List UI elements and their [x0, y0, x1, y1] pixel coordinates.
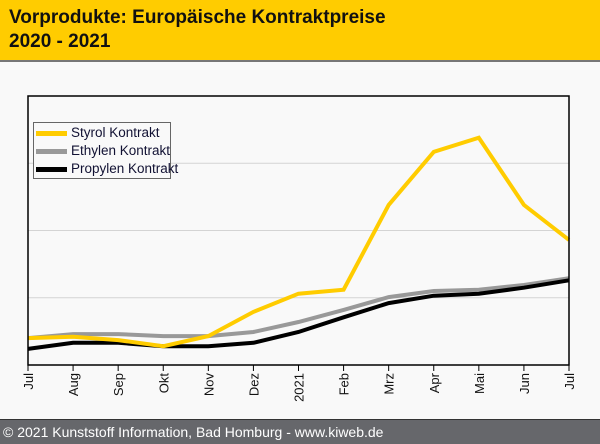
x-tick-label: Sep — [111, 373, 126, 396]
x-tick-label: Okt — [156, 373, 171, 394]
series-line-ethylen-kontrakt — [27, 276, 570, 341]
legend-swatch-propylen — [36, 167, 67, 172]
line-chart: Jul Aug Sep Okt Nov Dez 2021 Feb Mrz Apr Mai Jun Jul — [21, 95, 577, 402]
legend-label-styrol: Styrol Kontrakt — [71, 125, 160, 140]
series-line-styrol-kontrakt — [27, 135, 571, 349]
x-tick-label: 2021 — [292, 373, 307, 402]
x-tick-label: Dez — [246, 373, 261, 396]
x-tick-label: Nov — [201, 373, 216, 397]
header-banner: Vorprodukte: Europäische Kontraktpreise … — [0, 0, 600, 62]
x-tick-label: Mrz — [382, 373, 397, 395]
chart-title-line2: 2020 - 2021 — [9, 31, 111, 52]
x-tick-label: Mai — [472, 373, 487, 394]
legend-swatch-styrol — [36, 131, 67, 136]
legend-item-propylen: Propylen Kontrakt — [36, 160, 178, 178]
legend-swatch-ethylen — [36, 149, 67, 154]
chart-title-line1: Vorprodukte: Europäische Kontraktpreise — [9, 7, 386, 28]
legend-item-styrol: Styrol Kontrakt — [36, 124, 170, 142]
series-line-propylen-kontrakt — [27, 278, 570, 351]
legend-label-ethylen: Ethylen Kontrakt — [71, 143, 171, 158]
copyright-text: © 2021 Kunststoff Information, Bad Hombu… — [3, 424, 384, 440]
x-tick-label: Jul — [562, 373, 577, 390]
chart-title: Vorprodukte: Europäische Kontraktpreise … — [9, 6, 386, 54]
x-tick-label: Jun — [517, 373, 532, 394]
x-tick-label: Jul — [21, 373, 36, 390]
x-tick-label: Aug — [66, 373, 81, 396]
x-tick-label: Feb — [337, 373, 352, 395]
legend-label-propylen: Propylen Kontrakt — [71, 161, 179, 176]
legend-item-ethylen: Ethylen Kontrakt — [36, 142, 170, 160]
chart-legend: Styrol Kontrakt Ethylen Kontrakt Propyle… — [33, 122, 178, 179]
footer-bar: © 2021 Kunststoff Information, Bad Hombu… — [0, 419, 600, 444]
x-tick-label: Apr — [427, 372, 442, 393]
